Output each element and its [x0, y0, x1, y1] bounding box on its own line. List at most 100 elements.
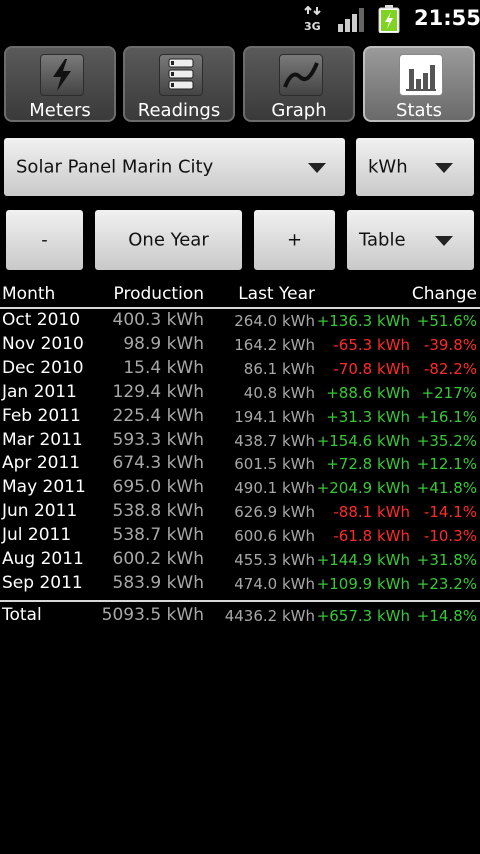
difference-cell: +144.9 kWh — [316, 551, 410, 569]
production-cell: 674.3 kWh — [112, 453, 205, 474]
unit-select-value: kWh — [368, 156, 408, 178]
difference-cell: +72.8 kWh — [326, 455, 410, 474]
table-row: Feb 2011 225.4 kWh 194.1 kWh +31.3 kWh +16.1… — [0, 406, 480, 430]
chevron-down-icon — [308, 163, 326, 173]
period-button[interactable]: One Year — [95, 210, 242, 270]
month-cell: Total — [2, 605, 42, 625]
table-row: Mar 2011 593.3 kWh 438.7 kWh +154.6 kWh +35.… — [0, 430, 480, 454]
production-cell: 129.4 kWh — [112, 381, 205, 402]
difference-cell: -88.1 kWh — [333, 503, 410, 522]
percent-change-cell: -10.3% — [423, 527, 477, 546]
view-select[interactable]: Table — [347, 210, 474, 270]
tab-graph[interactable]: Graph — [243, 46, 355, 122]
total-divider — [0, 600, 480, 602]
tab-meters-label: Meters — [29, 100, 91, 121]
next-period-label: + — [286, 229, 303, 251]
chevron-down-icon — [435, 236, 453, 246]
svg-text:3G: 3G — [304, 20, 321, 32]
status-bar: 3G 21:55 — [0, 0, 480, 38]
table-row: Jan 2011 129.4 kWh 40.8 kWh +88.6 kWh +217% — [0, 382, 480, 406]
percent-change-cell: +14.8% — [416, 607, 477, 625]
percent-change-cell: +217% — [421, 383, 477, 402]
tab-graph-label: Graph — [271, 100, 327, 121]
month-cell: Jun 2011 — [2, 501, 78, 522]
last-year-cell: 601.5 kWh — [234, 455, 315, 474]
last-year-cell: 438.7 kWh — [234, 431, 315, 450]
percent-change-cell: -82.2% — [423, 359, 477, 378]
table-row: May 2011 695.0 kWh 490.1 kWh +204.9 kWh +41.… — [0, 477, 480, 501]
difference-cell: +204.9 kWh — [316, 479, 410, 498]
tab-readings[interactable]: Readings — [123, 46, 235, 122]
list-icon — [159, 54, 203, 96]
production-cell: 695.0 kWh — [112, 477, 205, 498]
tab-meters[interactable]: Meters — [4, 46, 116, 122]
previous-period-button[interactable]: - — [6, 210, 83, 270]
last-year-cell: 164.2 kWh — [234, 335, 315, 354]
difference-cell: +657.3 kWh — [316, 607, 410, 625]
table-header: Month Production Last Year Change — [0, 284, 480, 308]
production-cell: 538.7 kWh — [112, 525, 205, 546]
difference-cell: +136.3 kWh — [316, 312, 410, 330]
header-change: Change — [411, 284, 477, 304]
table-row: Jul 2011 538.7 kWh 600.6 kWh -61.8 kWh -10.3… — [0, 525, 480, 549]
table-row: Nov 2010 98.9 kWh 164.2 kWh -65.3 kWh -39.8% — [0, 334, 480, 358]
lightning-icon — [40, 54, 84, 96]
month-cell: Aug 2011 — [2, 549, 84, 569]
table-row: Aug 2011 600.2 kWh 455.3 kWh +144.9 kWh +31.… — [0, 549, 480, 573]
chevron-down-icon — [435, 163, 453, 173]
bar-chart-icon — [399, 54, 443, 96]
view-select-value: Table — [359, 229, 406, 251]
header-last-year: Last Year — [238, 284, 315, 304]
production-cell: 600.2 kWh — [112, 549, 205, 569]
difference-cell: +31.3 kWh — [326, 407, 410, 426]
percent-change-cell: +12.1% — [416, 455, 477, 474]
difference-cell: +154.6 kWh — [316, 431, 410, 450]
table-row: Jun 2011 538.8 kWh 626.9 kWh -88.1 kWh -14.1… — [0, 501, 480, 525]
production-cell: 583.9 kWh — [112, 572, 205, 593]
percent-change-cell: +16.1% — [416, 407, 477, 426]
next-period-button[interactable]: + — [254, 210, 335, 270]
month-cell: Nov 2010 — [2, 333, 84, 354]
month-cell: Sep 2011 — [2, 572, 83, 593]
last-year-cell: 455.3 kWh — [234, 551, 315, 569]
month-cell: Oct 2010 — [2, 310, 81, 330]
tab-stats[interactable]: Stats — [363, 46, 475, 122]
meter-select[interactable]: Solar Panel Marin City — [4, 138, 345, 196]
last-year-cell: 86.1 kWh — [243, 359, 315, 378]
percent-change-cell: -39.8% — [423, 335, 477, 354]
month-cell: May 2011 — [2, 477, 86, 498]
previous-period-label: - — [41, 229, 48, 251]
header-divider — [0, 307, 480, 309]
production-cell: 98.9 kWh — [123, 333, 204, 354]
unit-select[interactable]: kWh — [356, 138, 474, 196]
battery-charging-icon — [378, 5, 400, 33]
percent-change-cell: +51.6% — [416, 312, 477, 330]
percent-change-cell: +41.8% — [416, 479, 477, 498]
month-cell: Dec 2010 — [2, 357, 84, 378]
month-cell: Jan 2011 — [2, 381, 77, 402]
production-cell: 593.3 kWh — [112, 429, 205, 450]
last-year-cell: 40.8 kWh — [243, 383, 315, 402]
table-row: Oct 2010 400.3 kWh 264.0 kWh +136.3 kWh +51.… — [0, 310, 480, 334]
period-label: One Year — [128, 229, 209, 251]
production-cell: 15.4 kWh — [123, 357, 204, 378]
tab-readings-label: Readings — [137, 100, 221, 121]
table-row: Dec 2010 15.4 kWh 86.1 kWh -70.8 kWh -82.2% — [0, 358, 480, 382]
header-month: Month — [2, 284, 56, 304]
percent-change-cell: +31.8% — [416, 551, 477, 569]
difference-cell: -65.3 kWh — [333, 335, 410, 354]
table-row: Sep 2011 583.9 kWh 474.0 kWh +109.9 kWh +23.… — [0, 573, 480, 597]
last-year-cell: 194.1 kWh — [234, 407, 315, 426]
signal-bars-icon — [338, 8, 364, 32]
total-row: Total 5093.5 kWh 4436.2 kWh +657.3 kWh +14.8… — [0, 605, 480, 629]
difference-cell: -61.8 kWh — [333, 527, 410, 546]
production-cell: 538.8 kWh — [112, 501, 205, 522]
last-year-cell: 264.0 kWh — [234, 312, 315, 330]
difference-cell: +109.9 kWh — [316, 574, 410, 593]
month-cell: Apr 2011 — [2, 453, 81, 474]
production-cell: 225.4 kWh — [112, 405, 205, 426]
3g-data-icon: 3G — [304, 6, 321, 32]
table-row: Apr 2011 674.3 kWh 601.5 kWh +72.8 kWh +12.1… — [0, 453, 480, 477]
last-year-cell: 4436.2 kWh — [224, 607, 315, 625]
header-production: Production — [113, 284, 204, 304]
